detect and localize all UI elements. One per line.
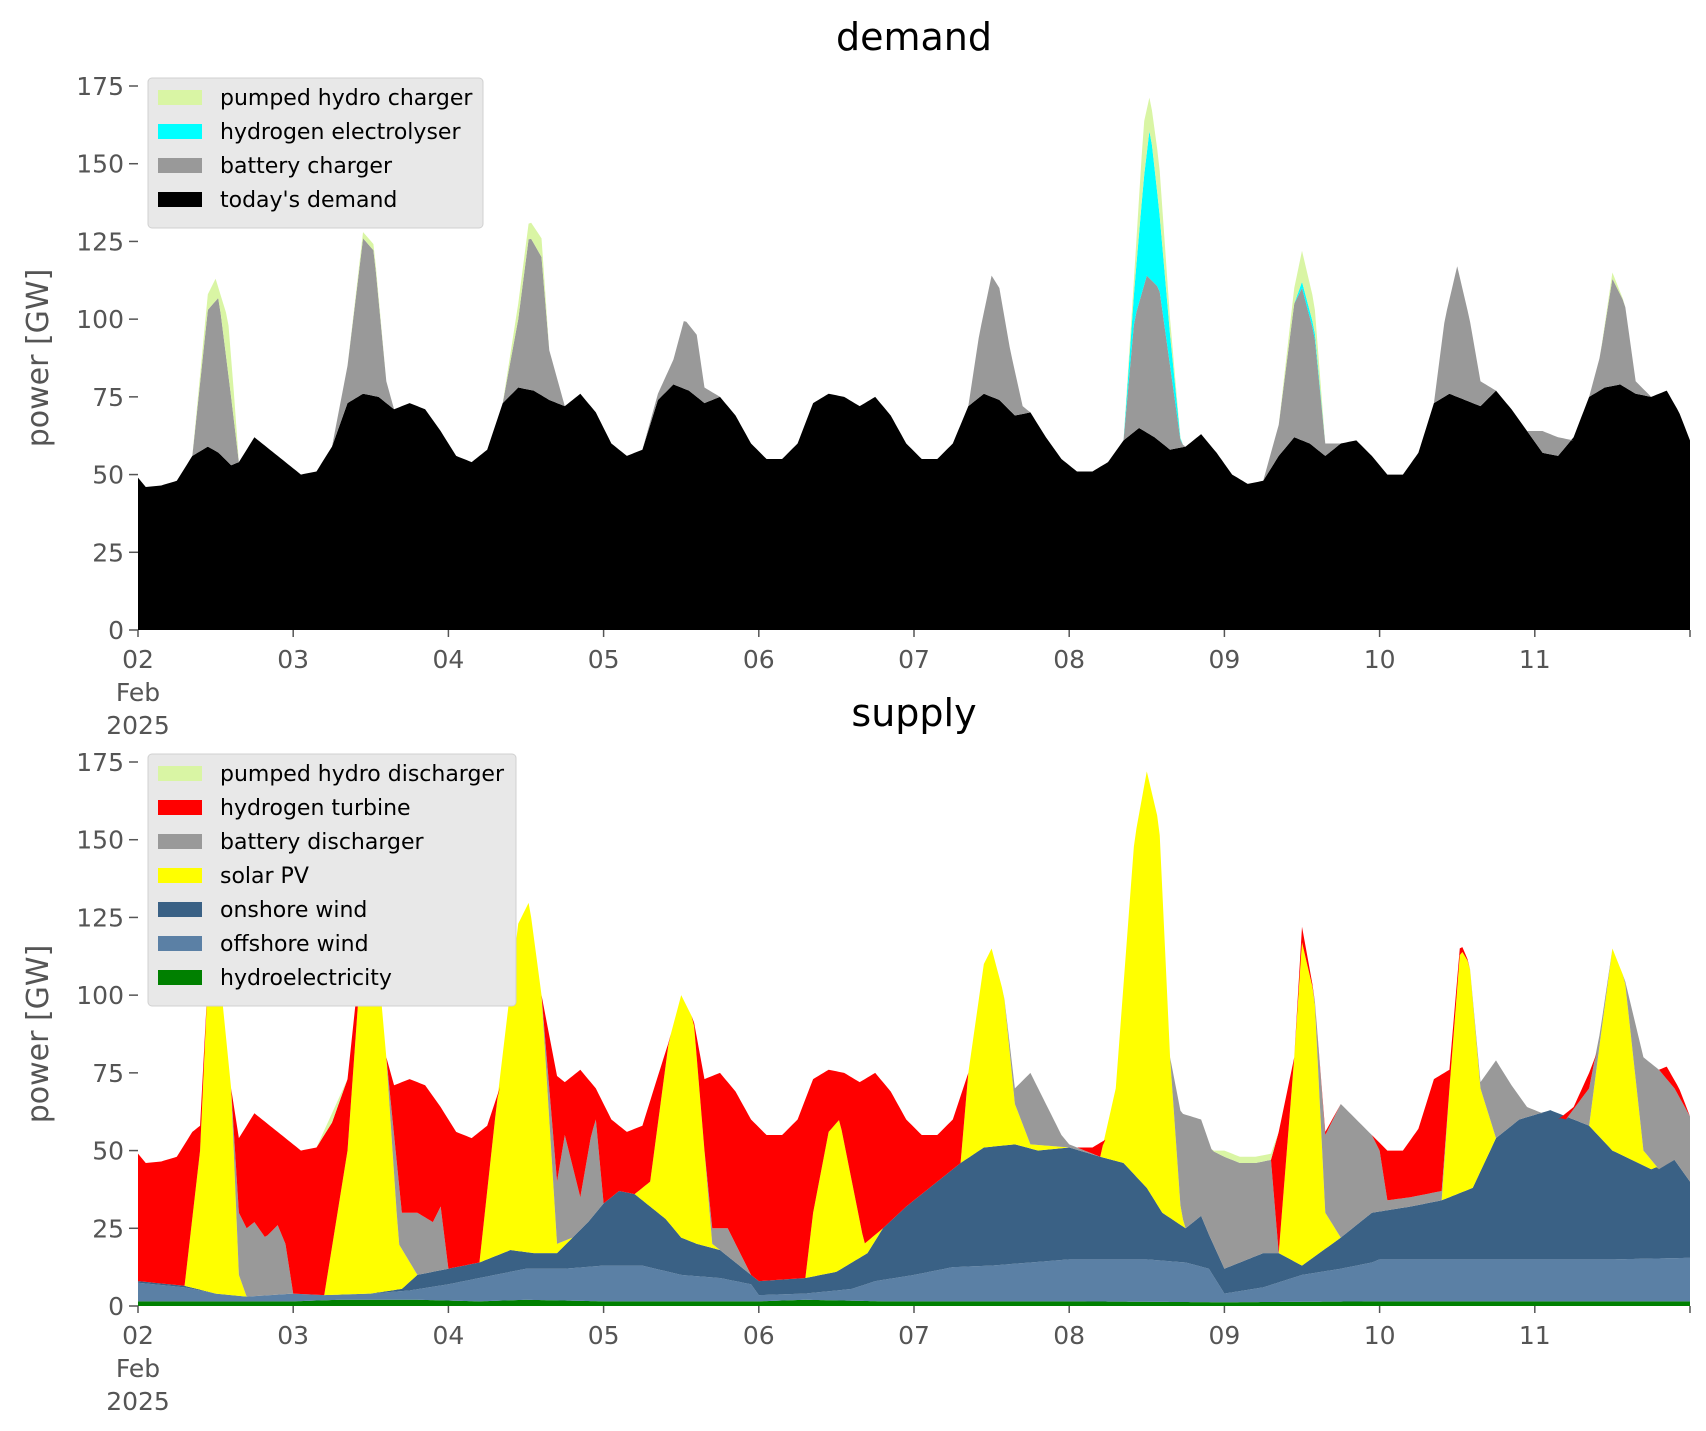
supply-x-tick-label: 09 [1208,1321,1240,1350]
legend-label-pumped-hydro-charger: pumped hydro charger [220,86,473,111]
demand-y-tick-label: 150 [76,150,124,179]
supply-legend: pumped hydro discharger hydrogen turbine b… [147,753,517,1007]
supply-x-tick-label: 11 [1519,1321,1551,1350]
legend-swatch-solar-pv [158,868,202,883]
demand-area-today-s-demand [138,384,1690,630]
demand-legend: pumped hydro charger hydrogen electrolyse… [147,77,484,229]
demand-y-axis-label: power [GW] [21,269,56,448]
legend-swatch-battery-charger [158,158,202,173]
legend-swatch-hydrogen-electrolyser [158,124,202,139]
demand-legend-box [147,77,484,229]
legend-swatch-onshore-wind [158,902,202,917]
demand-x-tick-label: 09 [1208,645,1240,674]
supply-y-tick-label: 100 [76,981,124,1010]
demand-x-tick-label: 02 Feb 2025 [106,645,170,740]
supply-y-tick-label: 175 [76,748,124,777]
supply-y-tick-label: 150 [76,826,124,855]
legend-swatch-offshore-wind [158,936,202,951]
legend-label-today-s-demand: today's demand [220,188,397,213]
demand-x-tick-label: 04 [432,645,464,674]
demand-x-tick-label: 08 [1053,645,1085,674]
demand-y-tick-label: 75 [92,383,124,412]
legend-swatch-battery-discharger [158,834,202,849]
supply-y-tick-label: 0 [108,1292,124,1321]
legend-swatch-pumped-hydro-discharger [158,766,202,781]
supply-x-tick-label: 10 [1364,1321,1396,1350]
supply-x-tick-label: 07 [898,1321,930,1350]
legend-swatch-today-s-demand [158,192,202,207]
legend-label-solar-pv: solar PV [220,864,309,889]
supply-x-tick-label: 06 [743,1321,775,1350]
legend-label-onshore-wind: onshore wind [220,898,367,923]
supply-x-tick-label: 03 [277,1321,309,1350]
supply-title: supply [851,691,976,735]
demand-y-tick-label: 25 [92,538,124,567]
supply-y-tick-label: 75 [92,1059,124,1088]
supply-y-axis-label: power [GW] [21,945,56,1124]
demand-title: demand [836,15,992,59]
demand-x-tick-label: 05 [588,645,620,674]
legend-label-battery-discharger: battery discharger [220,830,425,855]
supply-x-tick-label: 04 [432,1321,464,1350]
legend-label-hydrogen-electrolyser: hydrogen electrolyser [220,120,461,145]
demand-y-tick-label: 100 [76,305,124,334]
demand-y-tick-label: 0 [108,616,124,645]
legend-swatch-hydrogen-turbine [158,800,202,815]
supply-area-hydrogen-turbine [138,771,1690,1296]
demand-area-battery-charger [138,238,1690,488]
demand-y-tick-label: 50 [92,461,124,490]
legend-label-offshore-wind: offshore wind [220,932,369,957]
supply-legend-box [147,753,517,1007]
demand-x-tick-label: 11 [1519,645,1551,674]
supply-y-tick-label: 125 [76,903,124,932]
legend-label-battery-charger: battery charger [220,154,393,179]
legend-swatch-hydroelectricity [158,970,202,985]
supply-y-tick-label: 25 [92,1214,124,1243]
supply-x-tick-label: 08 [1053,1321,1085,1350]
supply-x-tick-label: 05 [588,1321,620,1350]
supply-area-solar-pv [138,771,1690,1297]
demand-x-tick-label: 06 [743,645,775,674]
legend-label-hydroelectricity: hydroelectricity [220,966,392,991]
demand-chart: demand power [GW] 0 25 50 75 100 125 150 175 02 Feb… [21,15,1691,740]
supply-y-tick-label: 50 [92,1137,124,1166]
supply-chart: supply power [GW] 0 25 50 75 100 125 150 175 02 Feb… [21,691,1691,1416]
demand-x-tick-label: 07 [898,645,930,674]
demand-x-tick-label: 03 [277,645,309,674]
legend-label-hydrogen-turbine: hydrogen turbine [220,796,411,821]
supply-area-onshore-wind [138,1110,1690,1297]
demand-x-tick-label: 10 [1364,645,1396,674]
demand-y-tick-label: 125 [76,227,124,256]
legend-label-pumped-hydro-discharger: pumped hydro discharger [220,762,505,787]
supply-area-offshore-wind [138,1257,1690,1303]
supply-area-hydroelectricity [138,1299,1690,1306]
demand-y-tick-label: 175 [76,72,124,101]
legend-swatch-pumped-hydro-charger [158,90,202,105]
supply-x-tick-label: 02 Feb 2025 [106,1321,170,1416]
